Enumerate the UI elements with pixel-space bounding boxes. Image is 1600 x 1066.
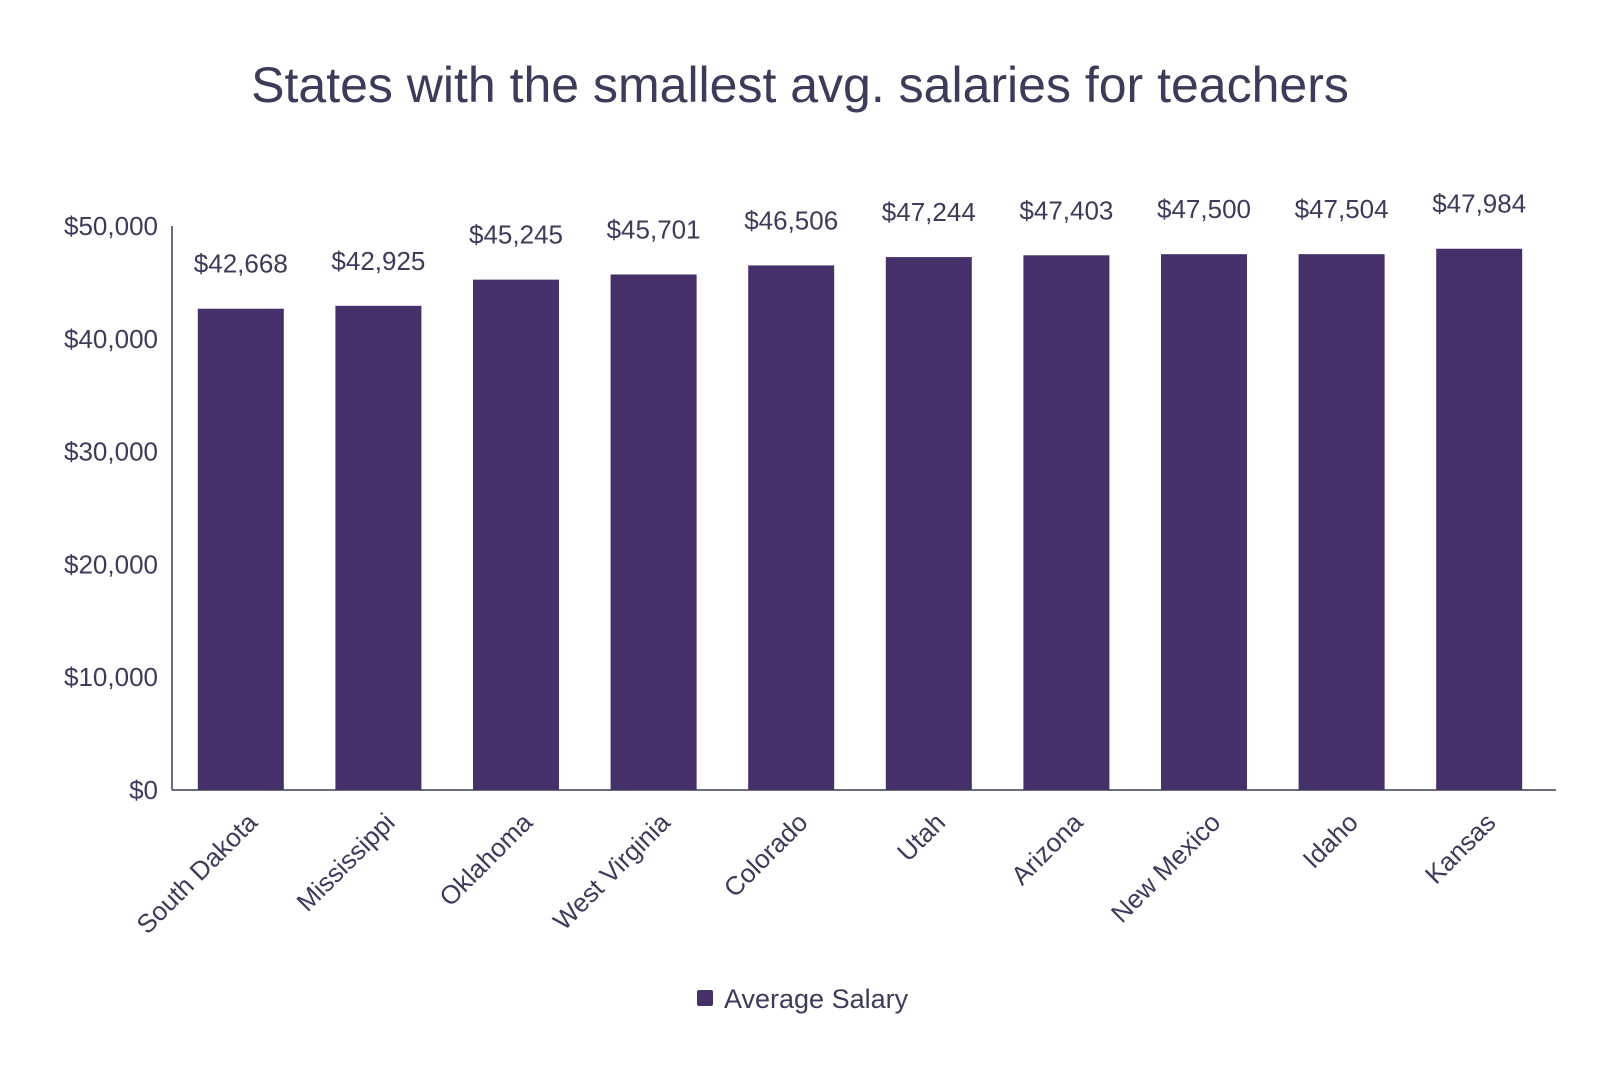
x-tick-label: Kansas	[1419, 807, 1502, 890]
x-tick-label: Mississippi	[291, 807, 401, 917]
y-tick-label: $30,000	[64, 437, 158, 467]
bar	[1298, 254, 1385, 790]
y-tick-label: $50,000	[64, 211, 158, 241]
bar	[1161, 254, 1247, 790]
data-label: $42,668	[194, 249, 288, 279]
x-axis: South Dakota Mississippi Oklahoma West Virg…	[130, 789, 1556, 940]
x-tick-label: Arizona	[1005, 807, 1089, 891]
legend: Average Salary	[697, 984, 909, 1014]
data-label-group: $42,668 $42,925 $45,245 $45,701 $46,506 $47,2…	[194, 189, 1526, 279]
x-tick-label: New Mexico	[1105, 807, 1226, 928]
data-label: $45,701	[607, 214, 701, 244]
data-label: $47,984	[1432, 189, 1526, 219]
y-axis: $0 $10,000 $20,000 $30,000 $40,000 $50,000	[64, 211, 173, 805]
bar	[610, 274, 697, 791]
x-tick-label: Oklahoma	[433, 807, 538, 912]
data-label: $42,925	[331, 246, 425, 276]
bar	[885, 257, 972, 791]
bar	[473, 279, 559, 790]
data-label: $46,506	[744, 205, 838, 235]
bar	[748, 265, 835, 790]
data-label: $45,245	[469, 220, 563, 250]
chart-title: States with the smallest avg. salaries f…	[251, 57, 1349, 113]
bar	[1436, 248, 1523, 790]
legend-label: Average Salary	[724, 984, 909, 1014]
data-label: $47,504	[1295, 194, 1389, 224]
x-tick-label: Utah	[891, 807, 951, 867]
x-tick-label: South Dakota	[130, 807, 263, 940]
y-tick-label: $10,000	[64, 662, 158, 692]
bar	[1023, 255, 1110, 790]
data-label: $47,403	[1019, 195, 1113, 225]
data-label: $47,244	[882, 197, 976, 227]
bar	[335, 305, 422, 790]
legend-swatch	[697, 990, 713, 1006]
x-tick-label: Idaho	[1297, 807, 1364, 874]
y-tick-label: $20,000	[64, 549, 158, 579]
x-tick-label: West Virginia	[547, 807, 676, 936]
x-tick-label: Colorado	[718, 807, 814, 903]
data-label: $47,500	[1157, 194, 1251, 224]
y-tick-label: $0	[129, 775, 158, 805]
y-tick-label: $40,000	[64, 324, 158, 354]
bar	[197, 308, 284, 790]
bar-group	[197, 248, 1523, 791]
